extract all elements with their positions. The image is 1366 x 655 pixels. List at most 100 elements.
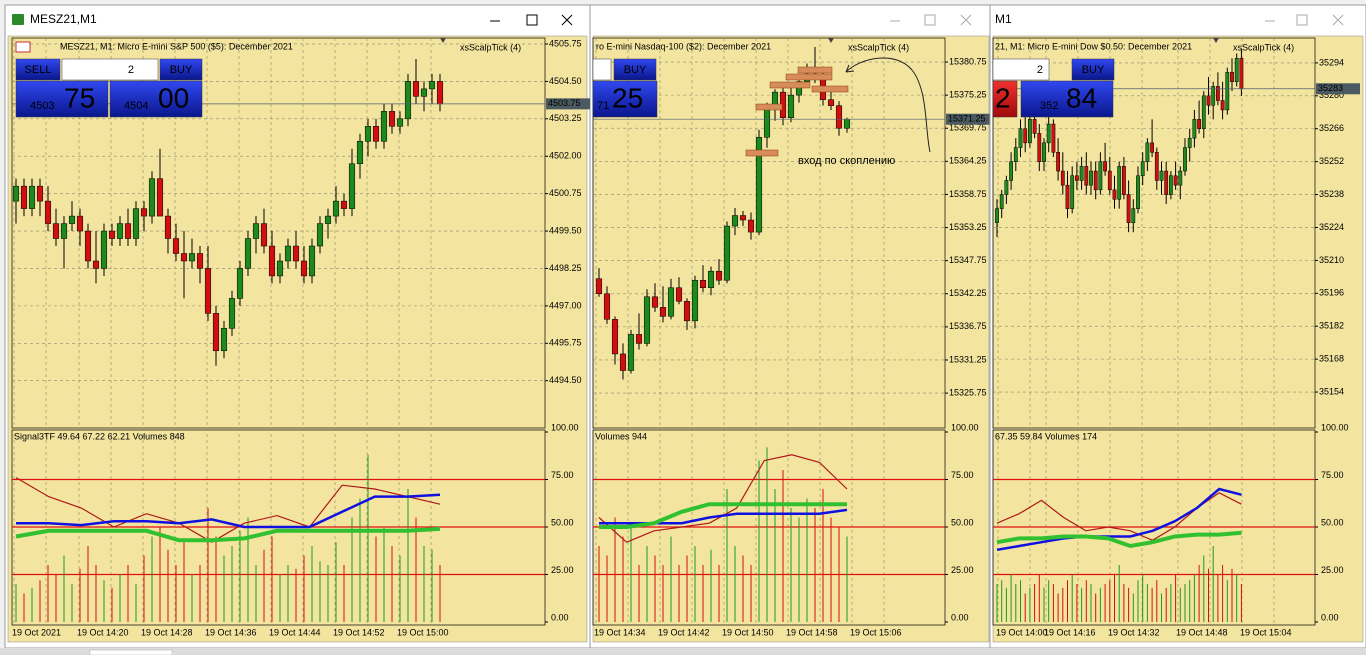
- candle-body: [252, 223, 260, 239]
- candle-body: [699, 279, 707, 288]
- y-tick-label: 35168: [1319, 353, 1344, 363]
- trade-buy[interactable]: BUY: [1082, 64, 1105, 76]
- candle-body: [1187, 137, 1192, 148]
- indicator-name: xsScalpTick (4): [848, 42, 909, 52]
- close-button[interactable]: [960, 14, 972, 26]
- trade-box[interactable]: [613, 58, 657, 81]
- candle-body: [1089, 170, 1093, 186]
- x-tick-label: 19 Oct 14:50: [722, 627, 774, 637]
- candle-body: [1070, 175, 1075, 209]
- candle-body: [675, 287, 683, 302]
- last-price-box: [546, 98, 590, 110]
- candle-body: [372, 126, 380, 142]
- y-tick-label: 4497.00: [549, 300, 582, 310]
- candle-body: [795, 81, 803, 96]
- maximize-button[interactable]: [526, 14, 538, 26]
- indicator-line: [15, 477, 441, 543]
- candle-body: [204, 268, 212, 314]
- tab[interactable]: [89, 649, 173, 655]
- tab-bar: [0, 648, 1366, 655]
- y-tick-label: 15353.25: [949, 222, 987, 232]
- trade-box[interactable]: [15, 80, 109, 118]
- maximize-button[interactable]: [1296, 14, 1308, 26]
- candle-body: [1065, 184, 1070, 209]
- trade-ask-small: 71: [597, 100, 609, 112]
- y-tick-label: 100.00: [551, 422, 579, 432]
- trade-box[interactable]: [992, 58, 1050, 81]
- candle-body: [340, 200, 348, 209]
- trade-box[interactable]: [1020, 80, 1114, 118]
- y-tick-label: 35210: [1319, 255, 1344, 265]
- chart-window[interactable]: MESZ21,M1 4505.75 4504.50 4503.25 4502.00 450…: [4, 4, 591, 649]
- trade-box[interactable]: [61, 58, 159, 81]
- y-tick-label: 35266: [1319, 123, 1344, 133]
- trade-box[interactable]: [159, 58, 203, 81]
- candle-body: [667, 287, 675, 317]
- candle-body: [1211, 86, 1216, 106]
- candle-body: [196, 253, 204, 269]
- candle-body: [1192, 119, 1197, 139]
- candle-body: [835, 105, 843, 129]
- x-tick-label: 19 Oct 14:36: [205, 627, 257, 637]
- y-tick-label: 0.00: [1321, 612, 1339, 622]
- y-tick-label: 35196: [1319, 288, 1344, 298]
- trade-buy[interactable]: BUY: [624, 64, 647, 76]
- y-tick-label: 4500.75: [549, 188, 582, 198]
- candle-body: [1136, 175, 1140, 209]
- y-tick-label: 4499.50: [549, 225, 582, 235]
- candle-body: [20, 185, 28, 209]
- y-tick-label: 0.00: [951, 612, 969, 622]
- y-tick-label: 4503.25: [549, 113, 582, 123]
- candle-body: [1225, 72, 1230, 111]
- x-tick-label: 19 Oct 14:00: [996, 627, 1048, 637]
- candle-body: [84, 230, 92, 262]
- candle-body: [755, 137, 763, 233]
- candle-body: [188, 253, 196, 262]
- candle-body: [843, 118, 851, 129]
- trade-box[interactable]: [109, 80, 203, 118]
- last-price-box: [1316, 83, 1360, 95]
- maximize-button[interactable]: [924, 14, 936, 26]
- trade-box[interactable]: [592, 80, 658, 118]
- last-price-box: [946, 113, 990, 125]
- candle-body: [356, 141, 364, 164]
- candle-body: [428, 81, 436, 90]
- y-tick-label: 100.00: [1321, 422, 1349, 432]
- y-tick-label: 75.00: [951, 470, 974, 480]
- candle-body: [1093, 170, 1098, 191]
- candle-body: [412, 81, 420, 97]
- trade-box[interactable]: [15, 58, 61, 81]
- candle-body: [180, 253, 188, 262]
- candle-body: [1164, 170, 1169, 195]
- last-price-label: 35283: [1318, 83, 1343, 93]
- candle-body: [1230, 72, 1234, 82]
- trade-box[interactable]: [592, 58, 612, 81]
- candle-body: [1140, 161, 1145, 177]
- candle-body: [1009, 161, 1013, 181]
- candle-body: [388, 111, 396, 127]
- candle-body: [268, 245, 276, 277]
- trade-box[interactable]: [992, 80, 1018, 118]
- candle-body: [284, 245, 292, 262]
- trade-sell[interactable]: SELL: [25, 64, 52, 76]
- y-tick-label: 75.00: [551, 470, 574, 480]
- y-tick-label: 35238: [1319, 189, 1344, 199]
- x-tick-label: 19 Oct 14:42: [658, 627, 710, 637]
- y-tick-label: 25.00: [551, 565, 574, 575]
- candle-body: [68, 215, 76, 224]
- y-tick-label: 25.00: [1321, 565, 1344, 575]
- close-button[interactable]: [561, 14, 573, 26]
- candle-body: [244, 238, 252, 269]
- indicator-line: [599, 502, 847, 529]
- indicator-line: [15, 526, 441, 543]
- x-tick-label: 19 Oct 14:58: [786, 627, 838, 637]
- candle-body: [260, 223, 268, 247]
- cluster: [745, 149, 779, 157]
- trade-box[interactable]: [1071, 58, 1115, 81]
- candle-body: [1013, 147, 1018, 162]
- close-button[interactable]: [1332, 14, 1344, 26]
- trade-buy[interactable]: BUY: [170, 64, 193, 76]
- y-tick-label: 15369.75: [949, 123, 987, 133]
- price-pane: [992, 37, 1316, 429]
- candle-body: [1056, 151, 1060, 172]
